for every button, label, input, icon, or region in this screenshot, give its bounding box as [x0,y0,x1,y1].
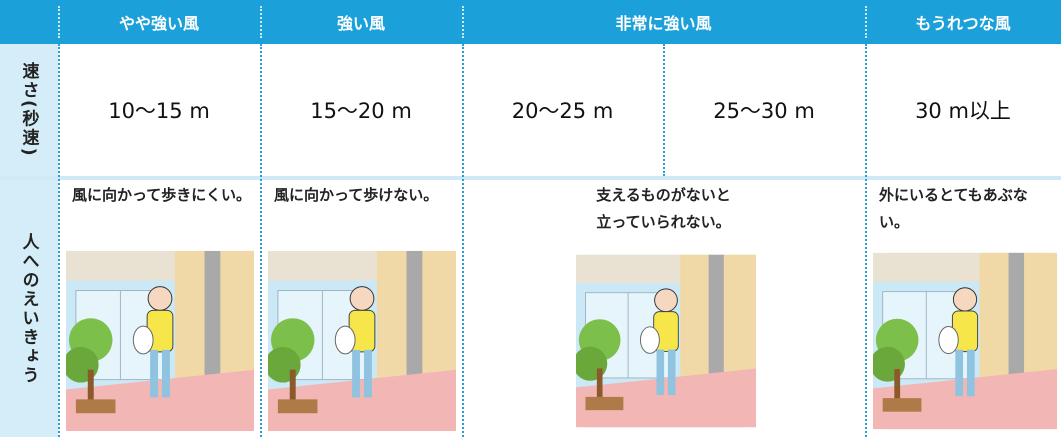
text-line: 風に向かって歩けない。 [274,186,439,204]
row-label: 速さ(秒速) [0,44,58,176]
divider [462,6,464,38]
illustration [66,250,254,432]
speed: 30 m以上 [915,99,1011,123]
row-divider [0,176,1061,180]
effect-text: 風に向かって歩けない。 [274,182,454,242]
text-line: 風に向かって歩きにくい。 [72,186,251,204]
illustration [873,252,1057,430]
divider [260,6,262,38]
text-line: 支えるものがないと [596,186,731,204]
divider [260,44,262,437]
speed: 15〜20 m [310,99,412,123]
divider [58,44,60,437]
illustration [576,254,756,428]
speed: 20〜25 m [511,99,614,123]
speed: 25〜30 m [713,99,815,123]
text-line: 外にいるとてもあぶない。 [879,186,1028,231]
divider [865,6,867,38]
col-header: もうれつな風 [865,0,1061,44]
col-header: 非常に強い風 [462,0,865,44]
effect-text: 風に向かって歩きにくい。 [72,182,252,242]
effect-text: 支えるものがないと 立っていられない。 [462,182,865,242]
row-label: 人へのえいきょう [0,180,58,437]
divider [462,44,464,437]
col-header: やや強い風 [58,0,260,44]
corner [0,0,58,44]
text-line: 立っていられない。 [596,213,731,231]
illustration [268,250,456,432]
divider [663,44,665,176]
divider [865,44,867,437]
speed: 10〜15 m [108,99,210,123]
effect-text: 外にいるとてもあぶない。 [879,182,1054,242]
divider [58,6,60,38]
col-header: 強い風 [260,0,462,44]
